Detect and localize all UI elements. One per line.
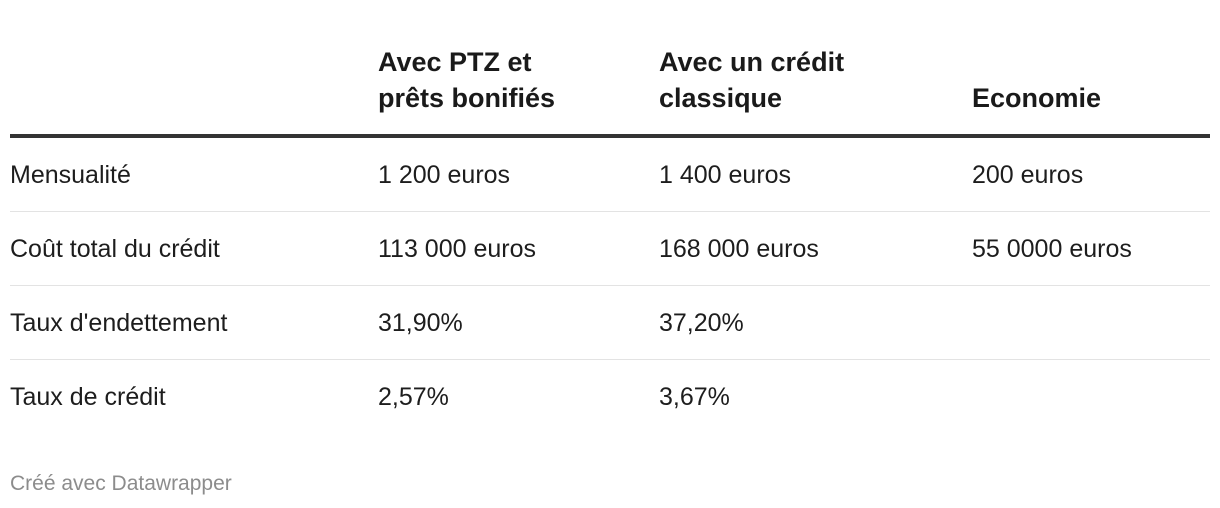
row-label: Taux d'endettement	[10, 285, 378, 360]
cell-classic: 3,67%	[659, 382, 730, 411]
comparison-table-container: Avec PTZ et prêts bonifiés Avec un crédit…	[10, 44, 1210, 433]
table-row: Mensualité 1 200 euros 1 400 euros 200 e…	[10, 136, 1210, 212]
cell-savings	[972, 360, 1210, 434]
header-classic-credit: Avec un crédit classique	[659, 44, 972, 138]
table-row: Taux de crédit 2,57% 3,67%	[10, 360, 1210, 434]
cell-ptz: 31,90%	[378, 285, 659, 360]
cell-classic: 168 000 euros	[659, 211, 972, 286]
table-row: Taux d'endettement 31,90% 37,20%	[10, 285, 1210, 360]
datawrapper-credit: Créé avec Datawrapper	[10, 472, 232, 495]
header-row-label	[10, 44, 378, 138]
header-ptz-line1: Avec PTZ et	[378, 47, 532, 77]
comparison-table: Avec PTZ et prêts bonifiés Avec un crédit…	[10, 44, 1210, 433]
header-ptz: Avec PTZ et prêts bonifiés	[378, 44, 659, 138]
table-header-row: Avec PTZ et prêts bonifiés Avec un crédit…	[10, 44, 1210, 138]
cell-classic: 37,20%	[659, 285, 972, 360]
row-label: Mensualité	[10, 136, 378, 212]
row-label: Coût total du crédit	[10, 211, 378, 286]
cell-classic: 1 400 euros	[659, 136, 972, 212]
cell-ptz: 1 200 euros	[378, 136, 659, 212]
cell-savings	[972, 285, 1210, 360]
table-row: Coût total du crédit 113 000 euros 168 0…	[10, 211, 1210, 286]
header-classic-line1: Avec un crédit	[659, 47, 845, 77]
header-classic-line2: classique	[659, 83, 783, 113]
header-savings: Economie	[972, 44, 1210, 138]
row-label: Taux de crédit	[10, 382, 166, 411]
header-ptz-line2: prêts bonifiés	[378, 83, 556, 113]
cell-savings: 200 euros	[972, 136, 1210, 212]
cell-savings: 55 0000 euros	[972, 211, 1210, 286]
cell-ptz: 2,57%	[378, 382, 449, 411]
cell-ptz: 113 000 euros	[378, 211, 659, 286]
